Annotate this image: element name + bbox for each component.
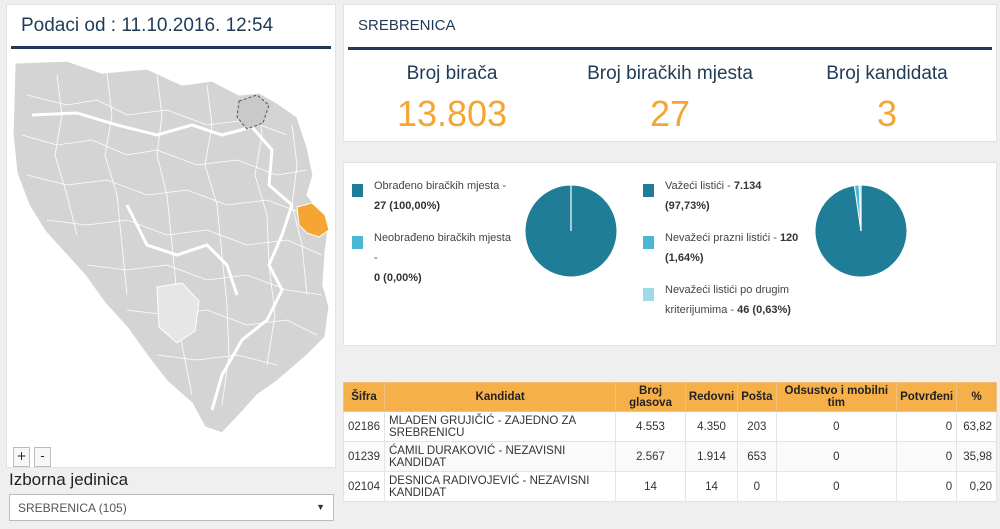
voters-stat: Broj birača 13.803 <box>352 63 552 135</box>
header-sifra[interactable]: Šifra <box>343 382 385 412</box>
legend-other: Nevažeći listići po drugim kriterijumima … <box>643 280 808 320</box>
electoral-unit-select[interactable]: SREBRENICA (105) ▼ <box>9 494 334 521</box>
country-shape <box>12 60 330 434</box>
ballots-pie-chart[interactable] <box>814 174 908 288</box>
map-panel: Podaci od : 11.10.2016. 12:54 <box>6 4 336 468</box>
candidates-label: Broj kandidata <box>826 63 948 84</box>
table-row[interactable]: 01239 ĆAMIL DURAKOVIĆ - NEZAVISNI KANDID… <box>343 441 997 472</box>
cell-percent: 63,82 <box>956 411 997 442</box>
zoom-in-button[interactable]: + <box>13 447 30 467</box>
unprocessed-swatch <box>352 236 363 249</box>
stations-stat: Broj biračkih mjesta 27 <box>570 63 770 135</box>
cell-percent: 35,98 <box>956 441 997 472</box>
cell-percent: 0,20 <box>956 471 997 502</box>
processed-swatch <box>352 184 363 197</box>
cell-posta: 0 <box>737 471 777 502</box>
processed-label: Obrađeno biračkih mjesta - <box>374 180 507 192</box>
legend-valid: Važeći listići - 7.134 (97,73%) <box>643 176 808 216</box>
blank-pct: (1,64%) <box>665 252 704 264</box>
municipality-map-svg[interactable] <box>7 55 337 445</box>
cell-odsustvo: 0 <box>775 471 898 502</box>
valid-pct: (97,73%) <box>665 200 710 212</box>
results-table-wrapper: Šifra Kandidat Broj glasova Redovni Pošt… <box>343 382 997 502</box>
blank-value: 120 <box>779 232 799 244</box>
cell-posta: 203 <box>737 411 777 442</box>
electoral-unit-selected: SREBRENICA (105) <box>18 501 127 515</box>
cell-broj-glasova: 4.553 <box>615 411 686 442</box>
processed-value: 27 (100,00%) <box>374 200 441 212</box>
cell-redovni: 14 <box>684 471 739 502</box>
processing-pie-chart[interactable] <box>524 174 618 288</box>
srebrenica-highlight <box>296 202 330 238</box>
electoral-unit-label: Izborna jedinica <box>9 470 129 489</box>
table-row[interactable]: 02186 MLADEN GRUJIČIĆ - ZAJEDNO ZA SREBR… <box>343 411 997 442</box>
cell-redovni: 1.914 <box>684 441 739 472</box>
municipality-title: SREBRENICA <box>348 5 992 50</box>
cell-sifra: 01239 <box>343 441 385 472</box>
header-percent[interactable]: % <box>956 382 997 412</box>
voters-value: 13.803 <box>396 93 508 134</box>
header-posta[interactable]: Pošta <box>737 382 777 412</box>
candidates-value: 3 <box>876 93 898 134</box>
cell-kandidat: DESNICA RADIVOJEVIĆ - NEZAVISNI KANDIDAT <box>383 471 617 502</box>
header-kandidat[interactable]: Kandidat <box>383 382 617 412</box>
entity-boundary-2 <box>125 204 239 296</box>
data-timestamp-header: Podaci od : 11.10.2016. 12:54 <box>11 5 331 49</box>
cell-potvrdeni: 0 <box>896 441 958 472</box>
other-label: Nevažeći listići po drugim <box>665 284 790 296</box>
zoom-out-button[interactable]: - <box>34 447 51 467</box>
cell-potvrdeni: 0 <box>896 471 958 502</box>
cell-redovni: 4.350 <box>684 411 739 442</box>
cell-kandidat: MLADEN GRUJIČIĆ - ZAJEDNO ZA SREBRENICU <box>383 411 617 442</box>
bih-map[interactable] <box>7 55 337 445</box>
cell-kandidat: ĆAMIL DURAKOVIĆ - NEZAVISNI KANDIDAT <box>383 441 617 472</box>
cell-broj-glasova: 14 <box>615 471 686 502</box>
cell-posta: 653 <box>737 441 777 472</box>
header-broj-glasova[interactable]: Broj glasova <box>615 382 686 412</box>
brcko-district <box>236 94 270 130</box>
legend-processed: Obrađeno biračkih mjesta - 27 (100,00%) <box>352 176 517 216</box>
cell-odsustvo: 0 <box>775 411 898 442</box>
blank-label: Nevažeći prazni listići - <box>665 232 777 244</box>
valid-value: 7.134 <box>733 180 762 192</box>
blank-swatch <box>643 236 654 249</box>
stats-panel: SREBRENICA Broj birača 13.803 Broj birač… <box>343 4 997 142</box>
table-row[interactable]: 02104 DESNICA RADIVOJEVIĆ - NEZAVISNI KA… <box>343 471 997 502</box>
summary-panel: Obrađeno biračkih mjesta - 27 (100,00%) N… <box>343 162 997 346</box>
table-header-row: Šifra Kandidat Broj glasova Redovni Pošt… <box>343 382 997 412</box>
unprocessed-label: Neobrađeno biračkih mjesta - <box>374 232 511 264</box>
cell-sifra: 02104 <box>343 471 385 502</box>
candidates-stat: Broj kandidata 3 <box>787 63 987 135</box>
cell-sifra: 02186 <box>343 411 385 442</box>
legend-blank: Nevažeći prazni listići - 120 (1,64%) <box>643 228 808 268</box>
cell-potvrdeni: 0 <box>896 411 958 442</box>
valid-swatch <box>643 184 654 197</box>
header-potvrdeni[interactable]: Potvrđeni <box>896 382 958 412</box>
voters-label: Broj birača <box>406 63 498 84</box>
stations-value: 27 <box>649 93 691 134</box>
legend-unprocessed: Neobrađeno biračkih mjesta - 0 (0,00%) <box>352 228 517 288</box>
stations-label: Broj biračkih mjesta <box>587 63 753 84</box>
results-table: Šifra Kandidat Broj glasova Redovni Pošt… <box>343 382 997 502</box>
header-redovni[interactable]: Redovni <box>684 382 739 412</box>
other-label-2: kriterijumima - <box>665 304 735 316</box>
other-swatch <box>643 288 654 301</box>
unprocessed-value: 0 (0,00%) <box>374 272 422 284</box>
dropdown-arrow-icon: ▼ <box>316 502 325 512</box>
entity-boundary <box>31 111 294 411</box>
valid-label: Važeći listići - <box>665 180 731 192</box>
other-value: 46 (0,63%) <box>737 304 791 316</box>
header-odsustvo[interactable]: Odsustvo i mobilni tim <box>775 382 898 412</box>
cell-broj-glasova: 2.567 <box>615 441 686 472</box>
cell-odsustvo: 0 <box>775 441 898 472</box>
light-region <box>156 282 200 344</box>
